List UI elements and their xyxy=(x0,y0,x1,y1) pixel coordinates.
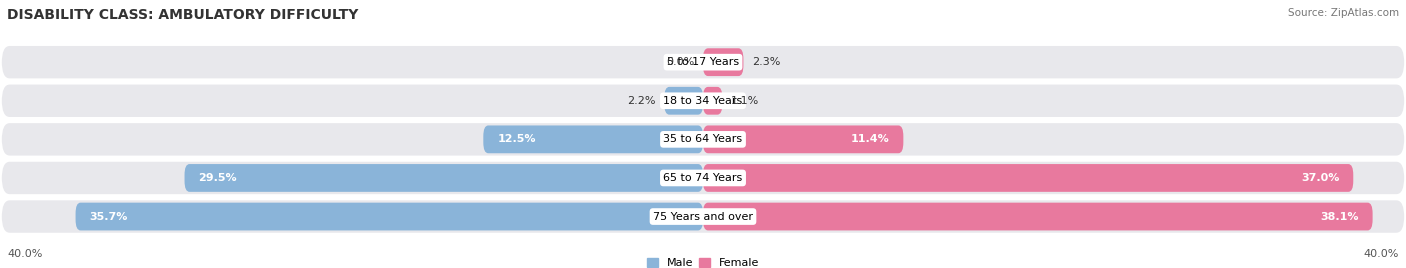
Text: 1.1%: 1.1% xyxy=(731,96,759,106)
Text: 0.0%: 0.0% xyxy=(666,57,695,67)
FancyBboxPatch shape xyxy=(1,123,1405,155)
FancyBboxPatch shape xyxy=(703,48,744,76)
FancyBboxPatch shape xyxy=(1,200,1405,233)
FancyBboxPatch shape xyxy=(703,203,1372,230)
Legend: Male, Female: Male, Female xyxy=(643,254,763,268)
FancyBboxPatch shape xyxy=(665,87,703,115)
Text: 2.3%: 2.3% xyxy=(752,57,780,67)
Text: 38.1%: 38.1% xyxy=(1320,211,1358,222)
Text: 35.7%: 35.7% xyxy=(90,211,128,222)
Text: 18 to 34 Years: 18 to 34 Years xyxy=(664,96,742,106)
Text: 65 to 74 Years: 65 to 74 Years xyxy=(664,173,742,183)
FancyBboxPatch shape xyxy=(1,85,1405,117)
Text: 11.4%: 11.4% xyxy=(851,134,889,144)
Text: 40.0%: 40.0% xyxy=(1364,249,1399,259)
FancyBboxPatch shape xyxy=(703,164,1354,192)
Text: 2.2%: 2.2% xyxy=(627,96,655,106)
Text: DISABILITY CLASS: AMBULATORY DIFFICULTY: DISABILITY CLASS: AMBULATORY DIFFICULTY xyxy=(7,8,359,22)
Text: 5 to 17 Years: 5 to 17 Years xyxy=(666,57,740,67)
FancyBboxPatch shape xyxy=(1,162,1405,194)
FancyBboxPatch shape xyxy=(184,164,703,192)
FancyBboxPatch shape xyxy=(703,125,904,153)
FancyBboxPatch shape xyxy=(703,87,723,115)
Text: 12.5%: 12.5% xyxy=(498,134,536,144)
Text: 29.5%: 29.5% xyxy=(198,173,238,183)
FancyBboxPatch shape xyxy=(1,46,1405,78)
FancyBboxPatch shape xyxy=(76,203,703,230)
Text: 35 to 64 Years: 35 to 64 Years xyxy=(664,134,742,144)
Text: 40.0%: 40.0% xyxy=(7,249,42,259)
Text: Source: ZipAtlas.com: Source: ZipAtlas.com xyxy=(1288,8,1399,18)
FancyBboxPatch shape xyxy=(484,125,703,153)
Text: 75 Years and over: 75 Years and over xyxy=(652,211,754,222)
Text: 37.0%: 37.0% xyxy=(1301,173,1340,183)
